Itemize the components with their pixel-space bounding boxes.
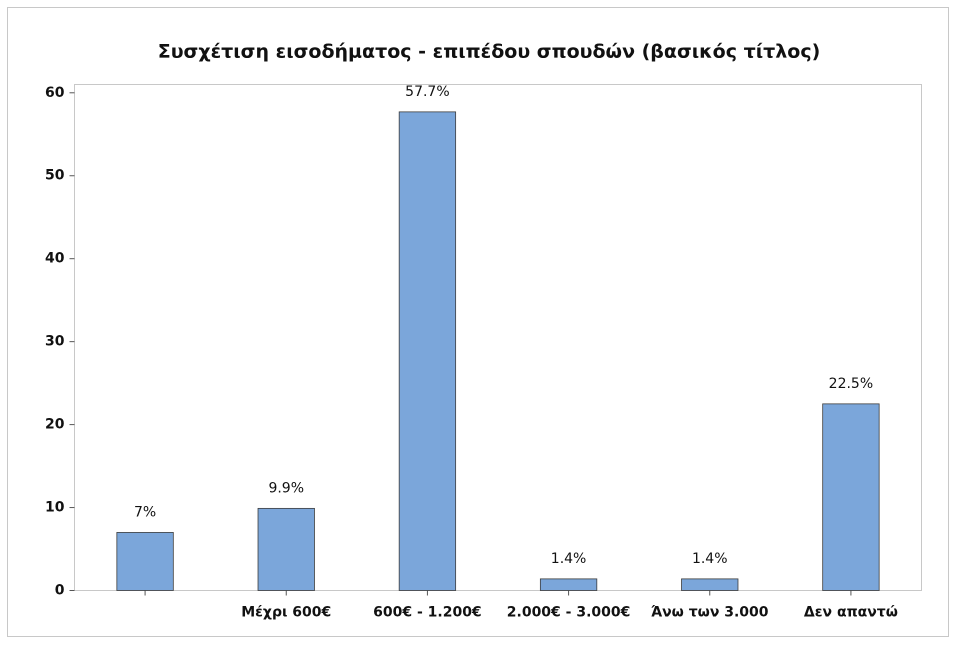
plot-area bbox=[74, 84, 922, 591]
bar bbox=[257, 507, 315, 591]
data-label: 1.4% bbox=[692, 551, 728, 567]
data-label: 1.4% bbox=[551, 551, 587, 567]
bar bbox=[822, 403, 880, 591]
bar bbox=[539, 578, 598, 591]
y-tick-label: 30 bbox=[45, 334, 65, 350]
data-label: 57.7% bbox=[405, 84, 449, 100]
data-label: 22.5% bbox=[829, 376, 873, 392]
x-tick-label: Άνω των 3.000 bbox=[651, 605, 769, 621]
x-tick-label: Δεν απαντώ bbox=[804, 605, 898, 621]
data-label: 9.9% bbox=[268, 480, 304, 496]
y-tick-label: 60 bbox=[45, 85, 65, 101]
y-tick-label: 0 bbox=[55, 583, 65, 599]
bar bbox=[681, 578, 739, 591]
y-tick-label: 50 bbox=[45, 168, 65, 184]
data-label: 7% bbox=[134, 504, 156, 520]
bar bbox=[116, 532, 174, 591]
bar bbox=[398, 111, 457, 591]
y-tick-label: 20 bbox=[45, 417, 65, 433]
x-tick-label: Μέχρι 600€ bbox=[241, 605, 331, 621]
y-tick-label: 10 bbox=[45, 500, 65, 516]
x-tick-label: 600€ - 1.200€ bbox=[373, 605, 482, 621]
y-tick-label: 40 bbox=[45, 251, 65, 267]
chart-title: Συσχέτιση εισοδήματος - επιπέδου σπουδών… bbox=[158, 41, 821, 63]
x-tick-label: 2.000€ - 3.000€ bbox=[507, 605, 631, 621]
